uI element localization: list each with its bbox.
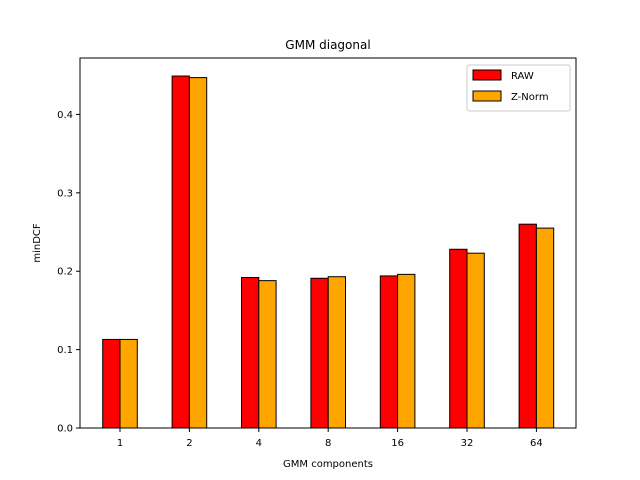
bar-raw-2	[171, 75, 190, 429]
y-tick-label: 0.4	[57, 110, 73, 121]
legend: RAW Z-Norm	[466, 64, 571, 112]
x-tick-label: 8	[325, 438, 331, 449]
bar-z-norm-1	[119, 338, 138, 429]
legend-label: Z-Norm	[511, 92, 549, 103]
x-tick-label: 16	[391, 438, 404, 449]
y-tick-label: 0.0	[57, 424, 73, 435]
bar-raw-32	[449, 248, 468, 429]
x-tick-label: 4	[256, 438, 262, 449]
bar-raw-1	[102, 338, 121, 429]
chart-title: GMM diagonal	[285, 38, 370, 52]
bar-z-norm-16	[397, 273, 416, 429]
bar-raw-8	[310, 277, 329, 429]
x-tick-label: 32	[461, 438, 474, 449]
bar-z-norm-8	[327, 276, 347, 429]
plot-frame	[79, 57, 577, 429]
y-axis-label: minDCF	[32, 223, 43, 263]
legend-swatch	[472, 69, 502, 81]
bars-group	[102, 75, 555, 429]
x-tick-label: 2	[186, 438, 192, 449]
y-tick-label: 0.3	[57, 188, 73, 199]
axis-ticks-group: 1 2 4 8 16 32 64 0.0 0.1 0.2 0.3 0.4	[57, 110, 543, 449]
x-tick-label: 64	[530, 438, 543, 449]
bar-z-norm-32	[466, 252, 485, 429]
bar-z-norm-64	[535, 227, 555, 429]
x-tick-label: 1	[117, 438, 123, 449]
legend-swatch	[472, 90, 502, 102]
bar-raw-16	[379, 275, 399, 429]
legend-label: RAW	[511, 71, 534, 82]
x-axis-label: GMM components	[283, 459, 373, 470]
bar-raw-4	[241, 276, 260, 429]
bar-raw-64	[518, 223, 537, 429]
bar-z-norm-2	[188, 77, 208, 429]
bar-z-norm-4	[258, 280, 277, 429]
y-tick-label: 0.1	[57, 345, 73, 356]
y-tick-label: 0.2	[57, 267, 73, 278]
